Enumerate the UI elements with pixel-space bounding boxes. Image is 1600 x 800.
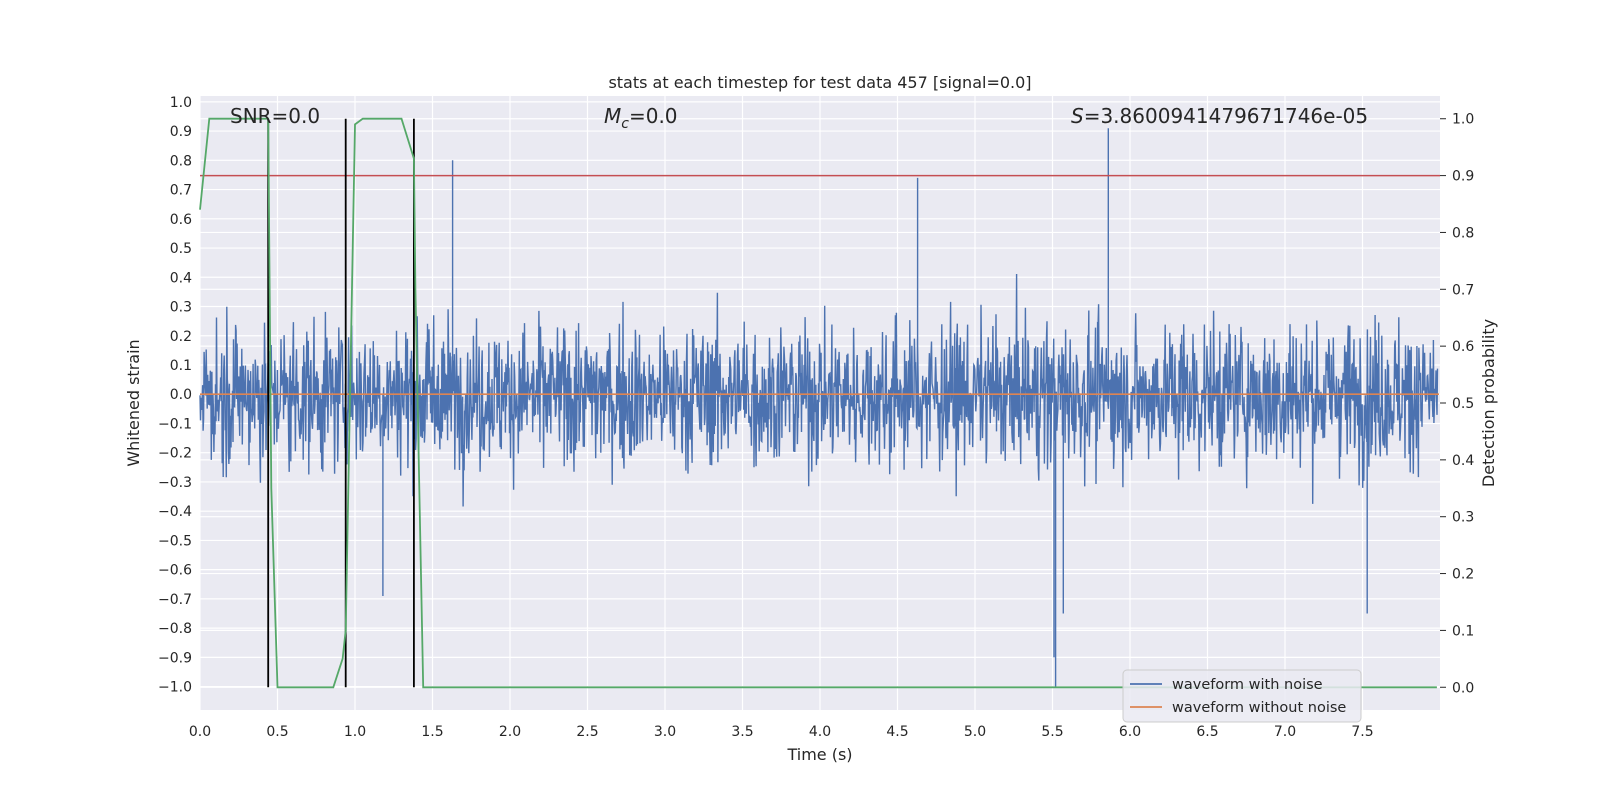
y-axis-label: Whitened strain [124, 339, 143, 466]
x-tick-label: 2.0 [499, 724, 521, 740]
x-tick-label: 3.0 [654, 724, 676, 740]
y2-tick-label: 0.8 [1452, 225, 1474, 241]
chirp-mass-annotation: Mc=0.0 [604, 104, 678, 132]
y-tick-labels: 1.0 0.9 0.8 0.7 0.6 0.5 0.4 0.3 0.2 0.1 0.0 −0.1 −0.… [158, 95, 192, 696]
legend: waveform with noise waveform without noi… [1122, 669, 1362, 723]
y2-tick-label: 1.0 [1452, 112, 1474, 128]
x-tick-label: 4.0 [809, 724, 831, 740]
x-tick-label: 2.5 [576, 724, 598, 740]
y2-tick-label: 0.2 [1452, 567, 1474, 583]
y2-tick-label: 0.0 [1452, 680, 1474, 696]
s-annotation: S=3.8600941479671746e-05 [1071, 104, 1368, 128]
y-tick-label: 0.5 [170, 241, 192, 257]
y2-tick-labels: 1.0 0.9 0.8 0.7 0.6 0.5 0.4 0.3 0.2 0.1 0.0 [1440, 112, 1474, 696]
y-gridlines [200, 101, 1440, 688]
series-line-detection-probability [199, 117, 1437, 689]
snr-annotation: SNR=0.0 [230, 104, 320, 128]
y-tick-label: 0.1 [170, 358, 192, 374]
y-tick-label: −0.6 [158, 563, 192, 579]
y2-tick-label: 0.6 [1452, 339, 1474, 355]
x-tick-label: 4.5 [886, 724, 908, 740]
legend-box [1122, 669, 1362, 723]
y2-tick-label: 0.9 [1452, 169, 1474, 185]
y-tick-label: −0.4 [158, 504, 192, 520]
y2-tick-label: 0.7 [1452, 282, 1474, 298]
y-tick-label: 0.8 [170, 153, 192, 169]
mc-symbol: M [604, 104, 621, 128]
mc-value: =0.0 [629, 104, 678, 128]
x-tick-label: 5.5 [1041, 724, 1063, 740]
x-tick-label: 5.0 [964, 724, 986, 740]
y-tick-label: 0.7 [170, 183, 192, 199]
x-tick-label: 7.5 [1351, 724, 1373, 740]
y-tick-label: 0.0 [170, 387, 192, 403]
y-tick-label: −0.5 [158, 533, 192, 549]
y-tick-label: 1.0 [170, 95, 192, 111]
chart-title: stats at each timestep for test data 457… [608, 73, 1031, 92]
s-symbol: S [1071, 104, 1084, 128]
x-axis-label: Time (s) [786, 745, 852, 764]
y2-tick-label: 0.4 [1452, 453, 1474, 469]
y-tick-label: −0.9 [158, 650, 192, 666]
y-tick-label: −0.2 [158, 446, 192, 462]
legend-label-noise: waveform with noise [1172, 677, 1323, 693]
x-tick-label: 0.0 [189, 724, 211, 740]
x-tick-label: 6.5 [1196, 724, 1218, 740]
y-tick-label: 0.3 [170, 300, 192, 316]
x-tick-label: 7.0 [1274, 724, 1296, 740]
y-tick-label: −0.8 [158, 621, 192, 637]
s-value: =3.8600941479671746e-05 [1084, 104, 1368, 128]
y-tick-label: −0.7 [158, 592, 192, 608]
x-tick-label: 1.0 [344, 724, 366, 740]
y2-axis-label: Detection probability [1479, 319, 1498, 487]
x-tick-label: 0.5 [266, 724, 288, 740]
y-tick-label: −0.1 [158, 416, 192, 432]
plot-area [199, 117, 1440, 689]
y2-tick-label: 0.5 [1452, 396, 1474, 412]
series-line-waveform-with-noise [199, 128, 1439, 687]
y-tick-label: −0.3 [158, 475, 192, 491]
y-tick-label: 0.6 [170, 212, 192, 228]
y-tick-label: 0.9 [170, 124, 192, 140]
mc-subscript: c [621, 116, 629, 132]
y-tick-label: 0.4 [170, 270, 192, 286]
y-tick-label: 0.2 [170, 329, 192, 345]
x-tick-label: 1.5 [421, 724, 443, 740]
y2-tick-label: 0.1 [1452, 623, 1474, 639]
x-tick-labels: 0.0 0.5 1.0 1.5 2.0 2.5 3.0 3.5 4.0 4.5 5.0 5.5 6.0 6… [189, 724, 1374, 740]
y-tick-label: −1.0 [158, 680, 192, 696]
x-tick-label: 3.5 [731, 724, 753, 740]
y2-tick-label: 0.3 [1452, 510, 1474, 526]
legend-label-clean: waveform without noise [1172, 700, 1346, 716]
x-tick-label: 6.0 [1119, 724, 1141, 740]
